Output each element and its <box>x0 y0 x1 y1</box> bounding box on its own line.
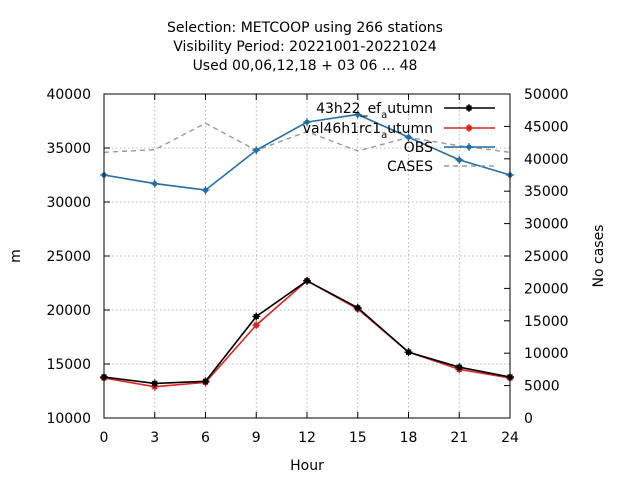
y-tick-label: 25000 <box>46 249 91 265</box>
x-tick-label: 12 <box>298 430 316 446</box>
title-line: Selection: METCOOP using 266 stations <box>167 20 443 36</box>
x-tick-label: 18 <box>400 430 418 446</box>
legend-item: val46h1rc1autumn <box>303 121 495 141</box>
series <box>100 110 514 391</box>
series-cases <box>103 122 511 153</box>
y2-tick-label: 45000 <box>524 119 569 135</box>
legend-label: OBS <box>404 140 433 156</box>
x-tick-label: 6 <box>201 430 210 446</box>
title-line: Used 00,06,12,18 + 03 06 ... 48 <box>193 58 418 74</box>
y-tick-label: 10000 <box>46 411 91 427</box>
title-line: Visibility Period: 20221001-20221024 <box>173 39 437 55</box>
legend-label: CASES <box>387 159 433 175</box>
x-tick-label: 15 <box>349 430 367 446</box>
y2-tick-label: 20000 <box>524 281 569 297</box>
x-tick-label: 24 <box>501 430 519 446</box>
y2-axis-label: No cases <box>591 225 607 288</box>
legend-label: 43h22_efautumn <box>316 101 433 121</box>
x-tick-label: 21 <box>450 430 468 446</box>
y-tick-label: 15000 <box>46 357 91 373</box>
y2-tick-label: 25000 <box>524 249 569 265</box>
y2-tick-label: 5000 <box>524 379 560 395</box>
legend-item: OBS <box>404 140 495 156</box>
legend-label: val46h1rc1autumn <box>303 121 433 141</box>
y2-tick-label: 50000 <box>524 87 569 103</box>
legend-item: CASES <box>387 159 495 175</box>
grid <box>104 94 510 418</box>
series-line <box>103 279 511 385</box>
y-tick-label: 35000 <box>46 141 91 157</box>
y-tick-label: 20000 <box>46 303 91 319</box>
y2-tick-label: 10000 <box>524 346 569 362</box>
y2-tick-label: 15000 <box>524 314 569 330</box>
x-axis-label: Hour <box>290 458 324 474</box>
chart-title: Selection: METCOOP using 266 stations Vis… <box>167 20 443 74</box>
series-val46h1rc1-autumn <box>100 276 514 391</box>
ticks: 0 3 6 9 12 15 18 21 24 10000 15000 20000 25000 30000 3… <box>46 87 568 446</box>
legend-item: 43h22_efautumn <box>316 101 495 121</box>
series-line <box>103 122 511 153</box>
y2-tick-label: 0 <box>524 411 533 427</box>
y2-tick-label: 35000 <box>524 184 569 200</box>
x-tick-label: 0 <box>100 430 109 446</box>
series-43h22-ef-autumn <box>100 276 514 388</box>
y-tick-label: 40000 <box>46 87 91 103</box>
y2-tick-label: 30000 <box>524 217 569 233</box>
y-axis-label: m <box>8 249 24 263</box>
x-tick-label: 3 <box>150 430 159 446</box>
y2-tick-label: 40000 <box>524 152 569 168</box>
y-tick-label: 30000 <box>46 195 91 211</box>
x-tick-label: 9 <box>252 430 261 446</box>
